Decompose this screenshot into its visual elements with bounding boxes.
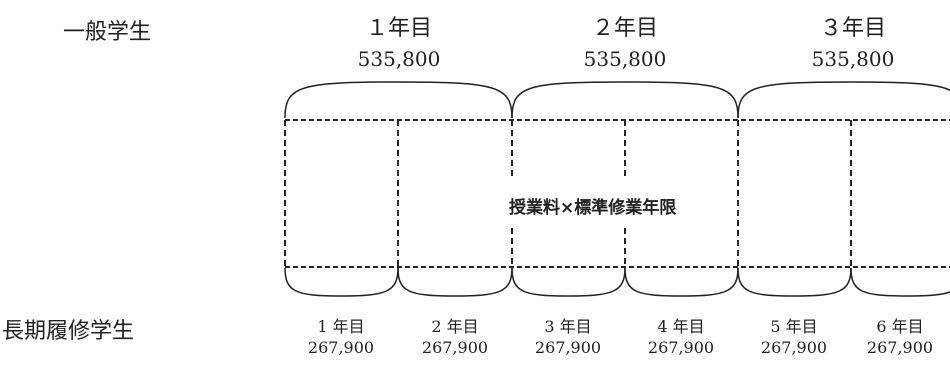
- long-year-1-label: 1 年目: [317, 317, 365, 336]
- general-student-label: 一般学生: [63, 20, 152, 45]
- center-caption: 授業料×標準修業年限: [503, 190, 683, 221]
- long-year-2-amount: 267,900: [421, 338, 489, 357]
- general-year-1-label: １年目: [365, 16, 432, 41]
- general-year-2-label: ２年目: [591, 16, 658, 41]
- general-year-3-amount: 535,800: [811, 47, 895, 71]
- long-year-2-label: 2 年目: [431, 317, 479, 336]
- top-brace-year-2: [511, 81, 739, 119]
- long-year-3-amount: 267,900: [534, 338, 602, 357]
- general-year-2-amount: 535,800: [583, 47, 667, 71]
- long-year-1-amount: 267,900: [307, 338, 375, 357]
- bottom-brace-2: [397, 267, 513, 297]
- bottom-brace-1: [284, 267, 399, 297]
- long-year-3-label: 3 年目: [544, 317, 592, 336]
- bottom-brace-4: [624, 267, 739, 297]
- bottom-brace-6: [850, 267, 950, 297]
- long-year-5-label: 5 年目: [770, 317, 818, 336]
- top-brace-year-1: [284, 81, 513, 119]
- top-brace-year-3: [737, 81, 950, 119]
- long-term-student-label: 長期履修学生: [2, 319, 135, 344]
- long-year-6-label: 6 年目: [876, 317, 924, 336]
- general-year-1-amount: 535,800: [357, 47, 441, 71]
- long-year-4-label: 4 年目: [657, 317, 705, 336]
- long-year-4-amount: 267,900: [647, 338, 715, 357]
- bottom-brace-5: [737, 267, 852, 297]
- general-year-3-label: ３年目: [819, 16, 886, 41]
- bottom-brace-3: [511, 267, 626, 297]
- long-year-5-amount: 267,900: [760, 338, 828, 357]
- long-year-6-amount: 267,900: [866, 338, 934, 357]
